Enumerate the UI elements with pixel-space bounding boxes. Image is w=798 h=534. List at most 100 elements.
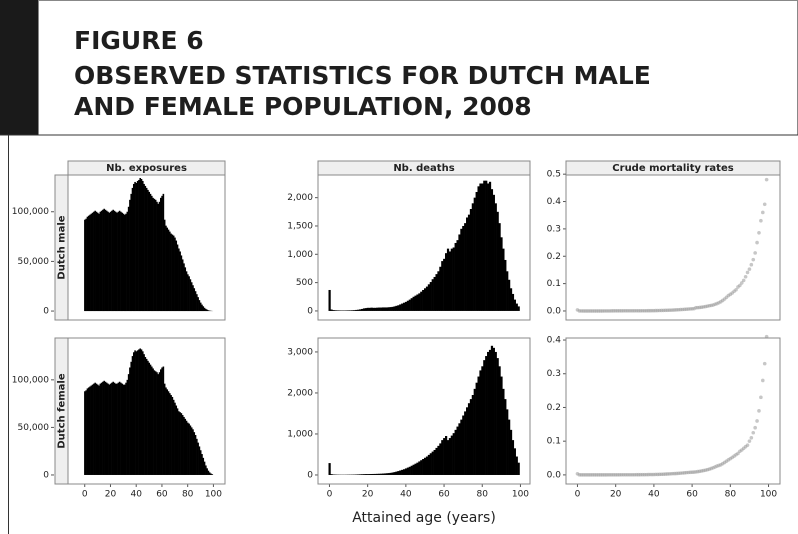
row-label: Dutch male (57, 215, 68, 279)
y-tick-label: 0.0 (547, 306, 562, 316)
bar (399, 304, 402, 311)
bar (181, 415, 184, 475)
point (745, 270, 750, 275)
bar (183, 263, 185, 312)
bar (138, 179, 140, 312)
panel-title: Crude mortality rates (612, 163, 733, 174)
bar (462, 225, 465, 311)
bar (355, 309, 358, 311)
bar (95, 211, 98, 312)
bar (105, 382, 108, 475)
bar (429, 453, 432, 475)
bar (147, 189, 149, 312)
bar (192, 285, 194, 312)
bar (87, 215, 90, 312)
bar (445, 436, 448, 475)
bar (121, 383, 123, 475)
bar (130, 193, 133, 312)
bar (378, 307, 381, 311)
bar (410, 465, 413, 475)
x-tick-label: 20 (362, 490, 374, 500)
bar (171, 396, 174, 475)
bar (376, 473, 379, 475)
bar (454, 429, 457, 475)
bar (494, 351, 497, 475)
point (753, 251, 757, 255)
bar (362, 308, 366, 311)
bar (374, 473, 377, 475)
bar (406, 467, 410, 475)
figure-title: AND FEMALE POPULATION, 2008 (74, 92, 532, 121)
point (747, 439, 752, 443)
bar (188, 276, 190, 312)
bar (125, 382, 127, 475)
bar (483, 180, 486, 311)
y-tick-label: 0.0 (547, 470, 562, 480)
bar (467, 214, 471, 311)
bar (154, 199, 157, 312)
bar (496, 358, 499, 475)
y-tick-label: 0.2 (547, 252, 561, 262)
point (739, 281, 744, 285)
bar (201, 454, 203, 475)
bar (175, 405, 178, 475)
bar (334, 310, 337, 311)
bar (460, 419, 463, 475)
bar (460, 228, 463, 311)
bar (330, 474, 333, 475)
bar (174, 237, 176, 312)
bar (397, 471, 400, 475)
bar (446, 440, 450, 475)
bar (198, 446, 201, 475)
y-tick-label: 50,000 (18, 257, 50, 267)
bar (165, 387, 167, 475)
bar (381, 307, 385, 311)
bar (508, 279, 511, 311)
bar (135, 182, 138, 312)
bar (99, 383, 102, 475)
panel-border (565, 337, 781, 485)
bar (487, 183, 490, 311)
bar (202, 306, 205, 312)
point (761, 378, 765, 383)
bar (114, 383, 117, 475)
bar (422, 458, 425, 475)
bar (203, 461, 206, 475)
bar (206, 309, 208, 312)
x-tick-label: 60 (156, 490, 168, 500)
bar (374, 307, 377, 311)
bar (425, 286, 429, 311)
bar (86, 388, 89, 475)
bar (370, 307, 373, 311)
bar (450, 435, 453, 475)
bar (89, 214, 91, 312)
panel-title: Nb. deaths (393, 163, 454, 174)
bar (475, 382, 478, 475)
bar (456, 426, 459, 475)
bar (330, 309, 333, 311)
panel-title: Nb. exposures (106, 163, 187, 174)
bar (102, 209, 104, 312)
y-tick-label: 100,000 (12, 207, 49, 217)
bar (515, 456, 518, 475)
bar (171, 234, 174, 312)
bar (479, 183, 482, 311)
bar (387, 473, 390, 475)
bar (395, 471, 398, 475)
bar (357, 309, 360, 311)
bar (144, 357, 147, 475)
bar (473, 388, 476, 475)
bar (446, 248, 450, 311)
bar (166, 389, 169, 475)
bar (109, 211, 112, 312)
bar (427, 284, 431, 311)
bar (103, 380, 105, 475)
bar (347, 310, 350, 311)
bar (95, 383, 98, 475)
bar (364, 308, 368, 311)
bar (416, 462, 419, 475)
bar (197, 442, 199, 475)
point (761, 210, 765, 215)
x-tick-label: 80 (725, 490, 737, 500)
bar (517, 462, 520, 475)
